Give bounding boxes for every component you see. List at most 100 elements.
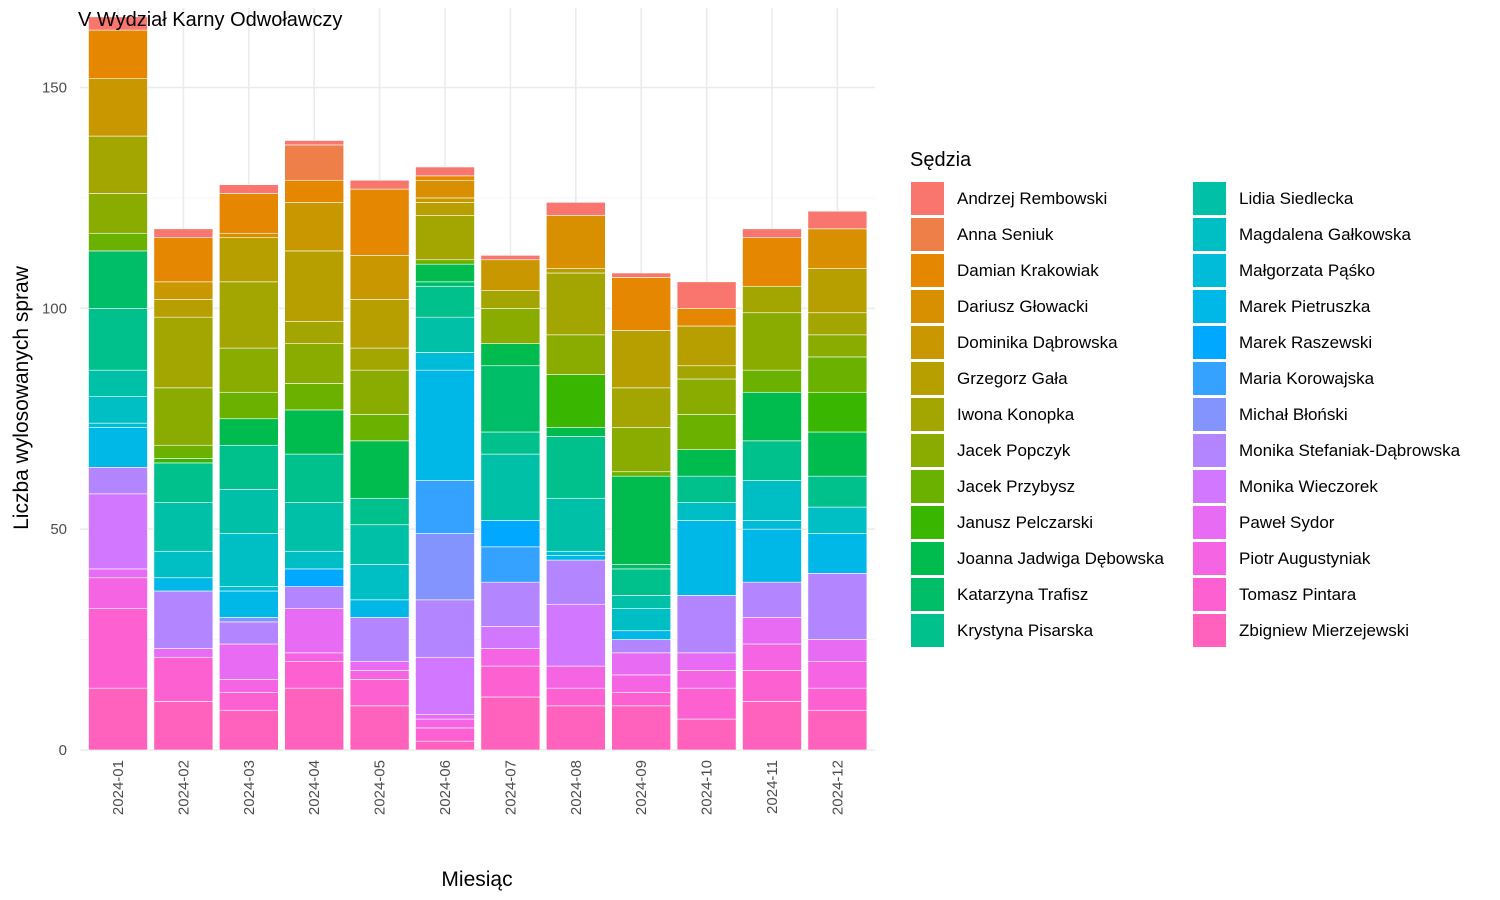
legend-item: Andrzej Rembowski	[911, 182, 1107, 215]
bar-segment	[415, 714, 475, 720]
bar-segment	[480, 453, 541, 521]
bar-segment	[284, 343, 345, 384]
bar-segment	[219, 621, 279, 645]
legend-item: Dariusz Głowacki	[911, 290, 1088, 323]
bar-segment	[415, 179, 475, 199]
y-tick-label: 100	[42, 300, 67, 317]
legend: Sędzia Andrzej Rembowski Anna Seniuk Damia…	[910, 149, 1461, 647]
bar-segment	[153, 387, 214, 446]
bar-segment	[807, 312, 868, 336]
bar-segment	[284, 687, 345, 751]
bar-segment	[742, 312, 802, 371]
bar-segment	[545, 202, 606, 216]
bar-segment	[611, 471, 672, 477]
bar-segment	[153, 444, 214, 459]
legend-label: Iwona Konopka	[957, 405, 1075, 424]
legend-key	[911, 434, 944, 467]
bar-segment	[219, 643, 279, 680]
bar-segment	[219, 586, 279, 592]
bar-segment	[480, 308, 541, 344]
bar-segment	[480, 365, 541, 433]
legend-label: Dariusz Głowacki	[957, 297, 1088, 316]
chart-title: V Wydział Karny Odwoławczy	[78, 9, 342, 31]
legend-item: Piotr Augustyniak	[1193, 542, 1371, 575]
bar-segment	[611, 564, 672, 570]
legend-key	[911, 326, 944, 359]
bar-segment	[284, 568, 345, 587]
bar-segment	[807, 475, 868, 508]
legend-label: Krystyna Pisarska	[957, 621, 1094, 640]
bar-segment	[153, 577, 214, 592]
x-tick-label: 2024-12	[829, 760, 846, 815]
bar-segment	[415, 202, 475, 216]
bar-segment	[284, 550, 345, 570]
bar-segment	[349, 179, 410, 190]
bar-segment	[284, 179, 345, 203]
bar-segment	[284, 250, 345, 322]
bar-segment	[545, 665, 606, 689]
bar-segment	[88, 687, 148, 751]
bar-segment	[88, 577, 148, 609]
legend-item: Monika Stefaniak-Dąbrowska	[1193, 434, 1461, 467]
bar-segment	[349, 524, 410, 565]
bar-segment	[676, 670, 737, 689]
bar-segment	[219, 489, 279, 534]
legend-item: Katarzyna Trafisz	[911, 578, 1088, 611]
bar-segment	[480, 343, 541, 367]
bar-segment	[349, 188, 410, 256]
bar-segment	[676, 595, 737, 654]
legend-label: Janusz Pelczarski	[957, 513, 1093, 532]
bar-segment	[742, 480, 802, 521]
legend-item: Iwona Konopka	[911, 398, 1075, 431]
bar-segment	[545, 268, 606, 274]
bar-segment	[742, 520, 802, 530]
y-axis-ticks: 0 50 100 150	[42, 80, 67, 760]
legend-key	[911, 398, 944, 431]
bar-segment	[611, 674, 672, 693]
bar-segment	[676, 365, 737, 380]
bar-segment	[480, 546, 541, 583]
x-tick-label: 2024-08	[568, 760, 585, 815]
legend-key	[911, 506, 944, 539]
legend-title: Sędzia	[910, 149, 972, 171]
bar-segment	[415, 281, 475, 287]
bar-segment	[153, 316, 214, 389]
bar-segment	[611, 630, 672, 640]
legend-item: Janusz Pelczarski	[911, 506, 1093, 539]
bar-segment	[349, 599, 410, 618]
legend-label: Jacek Popczyk	[957, 441, 1071, 460]
bar-segment	[219, 232, 279, 238]
bar-segment	[545, 436, 606, 499]
bar-segment	[153, 299, 214, 318]
bar-segment	[480, 665, 541, 698]
legend-label: Piotr Augustyniak	[1239, 549, 1371, 568]
legend-key	[911, 542, 944, 575]
bar-segment	[415, 166, 475, 177]
bar-segment	[807, 431, 868, 477]
bar-segment	[545, 374, 606, 428]
legend-label: Monika Stefaniak-Dąbrowska	[1239, 441, 1461, 460]
bar-segment	[88, 608, 148, 689]
bar-segment	[807, 573, 868, 640]
bar-segment	[545, 550, 606, 556]
bar-segment	[611, 330, 672, 389]
legend-label: Andrzej Rembowski	[957, 189, 1107, 208]
legend-label: Maria Korowajska	[1239, 369, 1375, 388]
bar-segment	[284, 409, 345, 455]
bar-segment	[415, 533, 475, 601]
bar-segment	[807, 661, 868, 689]
bar-segment	[219, 237, 279, 283]
bar-segment	[807, 709, 868, 751]
bar-segment	[284, 502, 345, 552]
bar-segment	[611, 652, 672, 676]
bar-segment	[676, 414, 737, 450]
legend-label: Małgorzata Pąśko	[1239, 261, 1375, 280]
bar-segment	[742, 440, 802, 481]
bar-segment	[676, 308, 737, 327]
bar-segment	[611, 272, 672, 278]
legend-items: Andrzej Rembowski Anna Seniuk Damian Krako…	[911, 182, 1461, 647]
x-tick-label: 2024-05	[372, 760, 389, 815]
legend-label: Marek Raszewski	[1239, 333, 1372, 352]
legend-label: Damian Krakowiak	[957, 261, 1099, 280]
legend-item: Michał Błoński	[1193, 398, 1348, 431]
